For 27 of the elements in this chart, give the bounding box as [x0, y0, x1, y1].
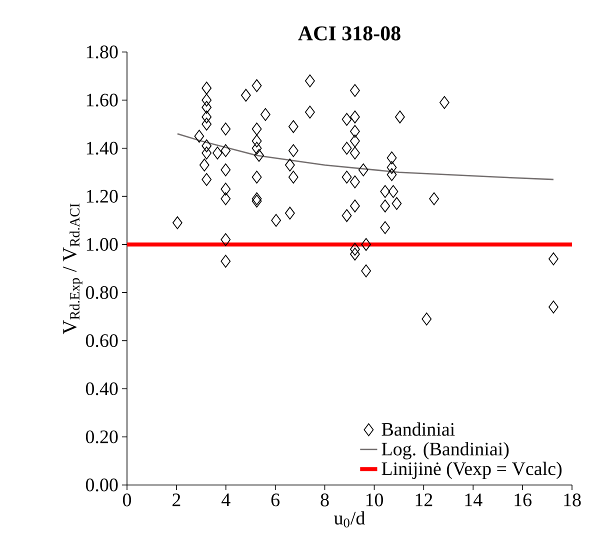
legend-label: Log. (Bandiniai) [382, 442, 509, 460]
y-tick-label: 0.40 [86, 382, 118, 396]
x-tick-label: 14 [465, 494, 482, 506]
y-tick-label: 1.00 [86, 238, 118, 251]
line-series [176, 133, 554, 180]
x-tick-label: 2 [172, 494, 180, 506]
y-tick-label: 0.00 [86, 478, 118, 492]
y-tick-label: 1.60 [86, 94, 118, 107]
x-tick-label: 18 [564, 494, 581, 506]
legend-label: Bandiniai [382, 422, 455, 436]
y-tick-label: 0.20 [86, 430, 118, 444]
x-tick-label: 6 [271, 494, 280, 506]
y-tick-label: 0.80 [86, 286, 118, 300]
x-tick-label: 4 [222, 494, 230, 506]
y-axis-title: V$_{Rd.Exp}$ / V$_{Rd.ACI}$ [63, 204, 82, 334]
legend-label: Linijinė (Vexp = Vcalc) [382, 462, 562, 480]
y-tick-label: 1.80 [86, 46, 118, 58]
x-tick-label: 16 [514, 494, 532, 506]
y-tick-label: 1.40 [86, 142, 118, 155]
y-tick-label: 0.60 [86, 334, 118, 348]
x-tick-label: 0 [122, 494, 132, 506]
x-tick-label: 10 [366, 494, 383, 506]
x-tick-label: 12 [416, 494, 432, 506]
x-axis-title: u$_{0}$/d [334, 511, 365, 528]
x-tick-label: 8 [320, 494, 329, 506]
y-tick-label: 1.20 [86, 190, 118, 203]
chart-title: ACI 318-08 [298, 26, 400, 40]
